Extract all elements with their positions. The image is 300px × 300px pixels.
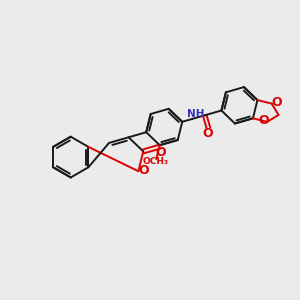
Text: NH: NH <box>187 109 204 119</box>
Text: OCH₃: OCH₃ <box>142 157 168 166</box>
Text: O: O <box>139 164 149 177</box>
Text: O: O <box>155 146 166 159</box>
Text: O: O <box>271 96 281 109</box>
Text: O: O <box>202 127 213 140</box>
Text: O: O <box>258 114 268 127</box>
